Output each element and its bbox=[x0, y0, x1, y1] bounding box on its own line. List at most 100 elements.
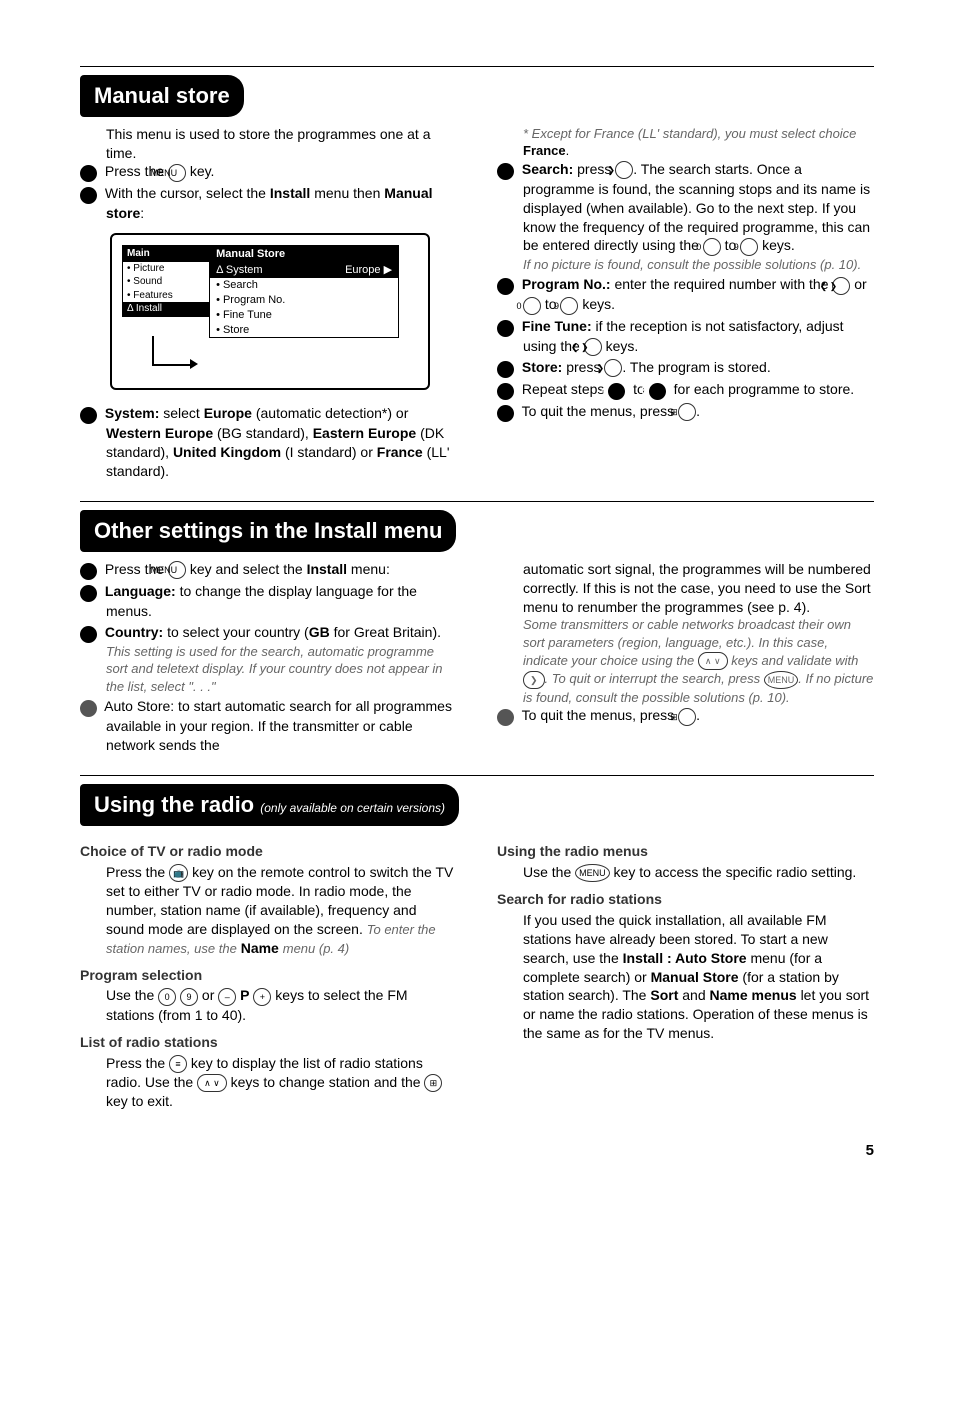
prog-bold: P bbox=[240, 987, 249, 1003]
search-body: If you used the quick installation, all … bbox=[497, 911, 874, 1043]
os3-a: Country: bbox=[105, 624, 163, 640]
choice-title: Choice of TV or radio mode bbox=[80, 842, 457, 861]
num-7: 7 bbox=[497, 361, 514, 378]
step1-b: key. bbox=[190, 163, 215, 179]
using-radio-heading: Using the radio (only available on certa… bbox=[80, 784, 459, 826]
step3-b: select bbox=[163, 405, 200, 421]
menu-left-header: Main bbox=[123, 246, 211, 262]
menu-left-item: • Sound bbox=[123, 275, 211, 289]
search-bold3: Sort bbox=[650, 987, 678, 1003]
os1-bold: Install bbox=[307, 561, 347, 577]
os1-c: menu: bbox=[351, 561, 390, 577]
num-1: 1 bbox=[80, 165, 97, 182]
os-step-1: 1 Press the MENU key and select the Inst… bbox=[80, 560, 457, 580]
manual-store-heading: Manual store bbox=[80, 75, 244, 117]
menu-right-item: • Store bbox=[210, 323, 398, 338]
num-8: 8 bbox=[497, 383, 514, 400]
step7-c: . The program is stored. bbox=[622, 359, 770, 375]
num-3: 3 bbox=[80, 407, 97, 424]
step2-c: : bbox=[140, 205, 144, 221]
menu-left-item: • Picture bbox=[123, 262, 211, 276]
step-3: 3 System: select Europe (automatic detec… bbox=[80, 404, 457, 481]
search-d: and bbox=[682, 987, 705, 1003]
prog-a: Use the bbox=[106, 987, 154, 1003]
step3-f: (I standard) or bbox=[285, 444, 373, 460]
os1-b: key and select the bbox=[190, 561, 303, 577]
menu-key-icon: MENU bbox=[764, 671, 799, 689]
radio-left-col: Choice of TV or radio mode Press the 📺 k… bbox=[80, 834, 457, 1111]
footnote: * Except for France (LL' standard), you … bbox=[497, 125, 874, 160]
menu-key-icon: MENU bbox=[168, 164, 186, 182]
leftright-key-icon: ❮ ❯ bbox=[584, 338, 602, 356]
ref-num-8: 8 bbox=[649, 383, 666, 400]
step3-bold1: Europe bbox=[204, 405, 252, 421]
prog-body: Use the 0 9 or – P + keys to select the … bbox=[80, 986, 457, 1024]
heading-note: (only available on certain versions) bbox=[260, 801, 445, 815]
zero-key-icon: 0 bbox=[158, 988, 176, 1006]
choice-body: Press the 📺 key on the remote control to… bbox=[80, 863, 457, 958]
num-5: 5 bbox=[497, 709, 514, 726]
step4-e: keys. bbox=[762, 237, 795, 253]
step3-bold4: United Kingdom bbox=[173, 444, 281, 460]
os-step-4: 4 Auto Store: to start automatic search … bbox=[80, 697, 457, 755]
step7-a: Store: bbox=[522, 359, 562, 375]
intro-text: This menu is used to store the programme… bbox=[80, 125, 457, 163]
radio-right-col: Using the radio menus Use the MENU key t… bbox=[497, 834, 874, 1111]
choice-a: Press the bbox=[106, 864, 165, 880]
zero-key-icon: 0 bbox=[703, 238, 721, 256]
rule-2 bbox=[80, 501, 874, 502]
menu-right-col: Manual Store Δ System Europe ▶ • Search … bbox=[209, 245, 399, 338]
rule-3 bbox=[80, 775, 874, 776]
heading-text: Manual store bbox=[94, 83, 230, 108]
updown-key-icon: ∧ ∨ bbox=[698, 652, 728, 670]
other-settings-body: 1 Press the MENU key and select the Inst… bbox=[80, 560, 874, 757]
step8-a: Repeat steps bbox=[522, 381, 605, 397]
os-step-5: 5 To quit the menus, press ⊞. bbox=[497, 706, 874, 726]
num-2: 2 bbox=[80, 585, 97, 602]
step5-e: keys. bbox=[582, 296, 615, 312]
os-step-3: 3 Country: to select your country (GB fo… bbox=[80, 623, 457, 696]
menus-a: Use the bbox=[523, 864, 571, 880]
radio-body: Choice of TV or radio mode Press the 📺 k… bbox=[80, 834, 874, 1111]
step2-b: menu then bbox=[314, 185, 380, 201]
menu-right-sel-label: Δ System bbox=[216, 263, 262, 278]
choice-note-b: menu (p. 4) bbox=[283, 941, 349, 956]
step5-c: or bbox=[854, 276, 866, 292]
menu-right-item: • Search bbox=[210, 278, 398, 293]
manual-store-step3: 3 System: select Europe (automatic detec… bbox=[80, 404, 457, 481]
os-right-para: automatic sort signal, the programmes wi… bbox=[497, 560, 874, 617]
menu-key-icon: MENU bbox=[168, 561, 186, 579]
step2-bold: Install bbox=[270, 185, 310, 201]
search-bold2: Manual Store bbox=[651, 969, 739, 985]
osr-c: . To quit or interrupt the search, press bbox=[545, 671, 761, 686]
other-right-col: automatic sort signal, the programmes wi… bbox=[497, 560, 874, 757]
manual-store-menu-screenshot: Main • Picture • Sound • Features Δ Inst… bbox=[110, 233, 430, 390]
heading-text: Using the radio bbox=[94, 792, 254, 817]
step3-bold2: Western Europe bbox=[106, 425, 213, 441]
list-c: keys to change station and the bbox=[231, 1074, 421, 1090]
list-d: key to exit. bbox=[106, 1093, 173, 1109]
nine-key-icon: 9 bbox=[180, 988, 198, 1006]
num-3: 3 bbox=[80, 626, 97, 643]
osr-b: keys and validate with bbox=[731, 653, 858, 668]
list-body: Press the ≡ key to display the list of r… bbox=[80, 1054, 457, 1111]
manual-store-right-col: * Except for France (LL' standard), you … bbox=[497, 125, 874, 483]
menu-left-item-selected: Δ Install bbox=[123, 302, 211, 316]
step3-d: (BG standard), bbox=[217, 425, 309, 441]
leftright-key-icon: ❮ ❯ bbox=[832, 277, 850, 295]
menu-right-item: • Fine Tune bbox=[210, 308, 398, 323]
step-2: 2 With the cursor, select the Install me… bbox=[80, 184, 457, 223]
menu-right-item: • Program No. bbox=[210, 293, 398, 308]
step9-b: . bbox=[696, 403, 700, 419]
list-title: List of radio stations bbox=[80, 1033, 457, 1052]
os3-bold: GB bbox=[309, 624, 330, 640]
os3-b: to select your country ( bbox=[167, 624, 309, 640]
manual-store-right-steps: 4 Search: press ❯. The search starts. On… bbox=[497, 160, 874, 422]
menu-arrow-path bbox=[152, 336, 192, 366]
os4-a: Auto Store: to start automatic search fo… bbox=[104, 698, 452, 753]
manual-store-left-col: This menu is used to store the programme… bbox=[80, 125, 457, 483]
step7-b: press bbox=[566, 359, 600, 375]
num-9: 9 bbox=[497, 405, 514, 422]
plus-key-icon: + bbox=[253, 988, 271, 1006]
right-key-icon: ❯ bbox=[615, 161, 633, 179]
